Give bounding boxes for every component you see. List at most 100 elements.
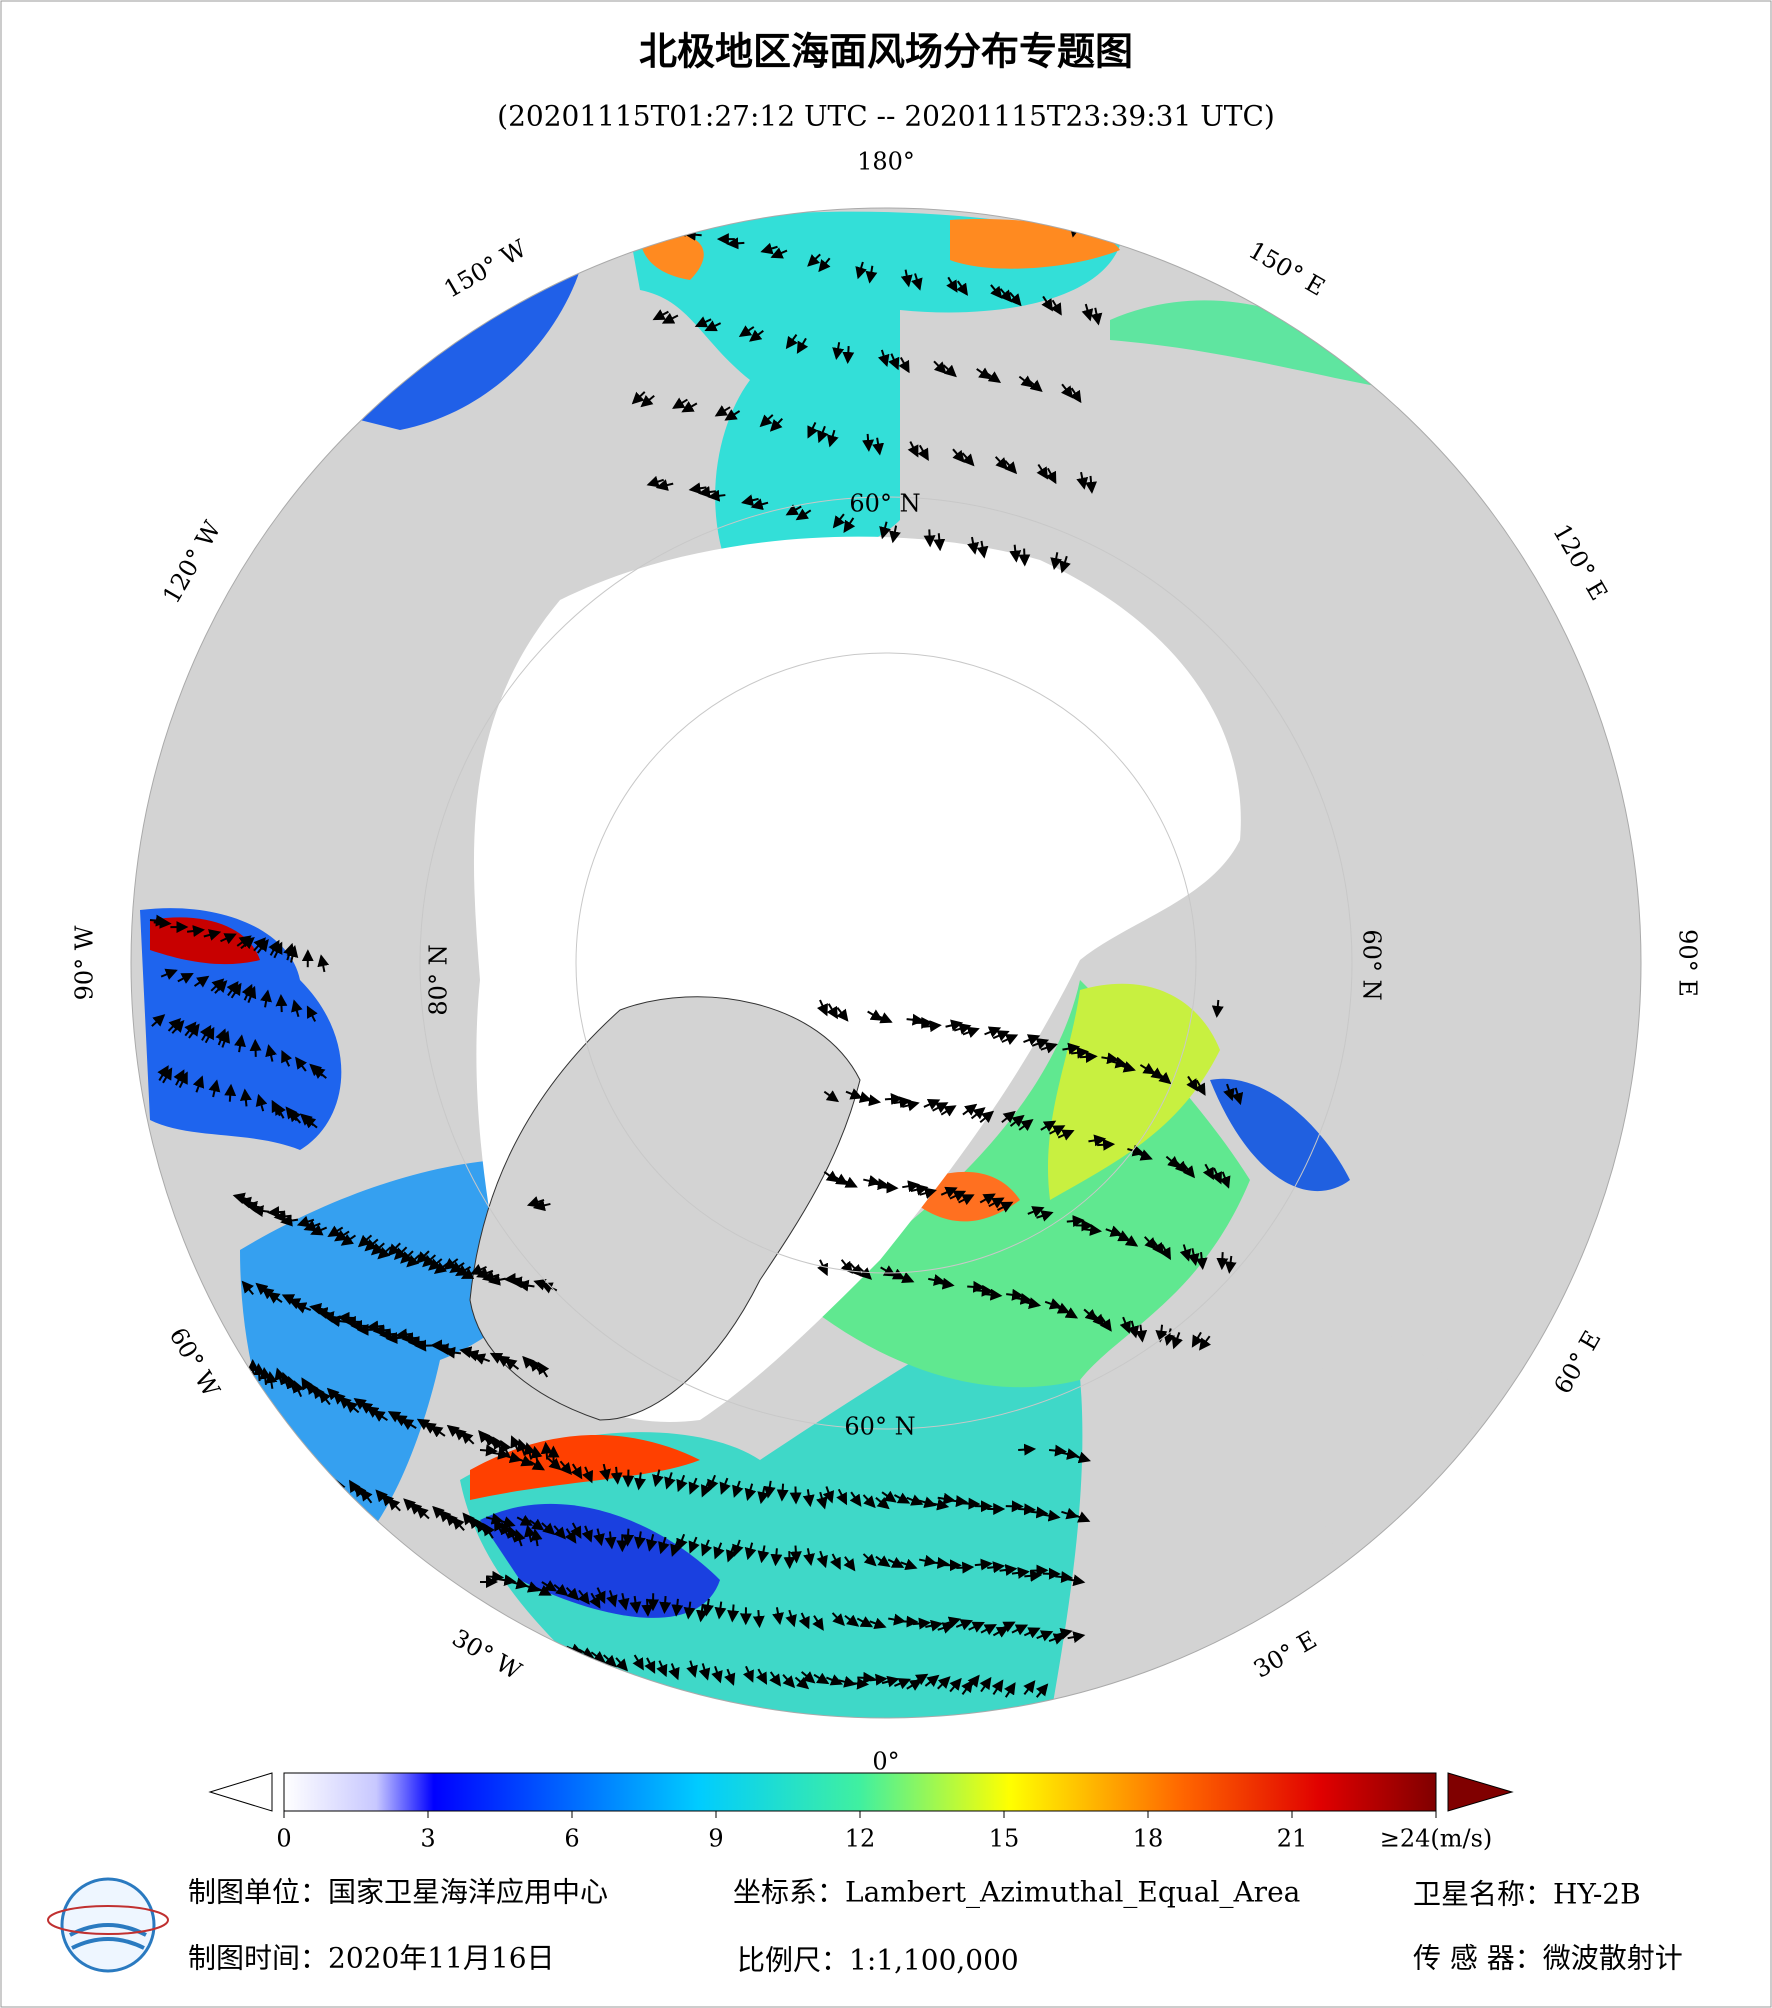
- wind-arrow: [1024, 1569, 1043, 1582]
- wind-arrow: [782, 1674, 796, 1689]
- wind-arrow: [681, 401, 698, 413]
- wind-arrow: [633, 1531, 646, 1550]
- wind-arrow: [707, 489, 726, 502]
- wind-arrow: [956, 1561, 975, 1574]
- wind-arrow: [516, 1514, 534, 1526]
- latitude-label: 60° N: [1358, 929, 1386, 1000]
- wind-arrow: [1097, 1138, 1116, 1151]
- wind-arrow: [1182, 1163, 1196, 1179]
- wind-arrow: [946, 276, 958, 293]
- logo: [47, 1877, 169, 1973]
- wind-arrow: [1122, 1235, 1139, 1247]
- wind-arrow: [214, 980, 228, 994]
- wind-arrow: [377, 1246, 392, 1260]
- wind-arrow: [634, 1472, 647, 1491]
- wind-arrow: [312, 1066, 327, 1079]
- wind-arrow: [955, 1619, 973, 1631]
- wind-arrow: [933, 360, 947, 375]
- wind-arrow: [460, 1268, 478, 1279]
- wind-arrow: [1040, 1120, 1057, 1132]
- wind-arrow: [516, 1455, 534, 1467]
- wind-arrow: [871, 1178, 890, 1191]
- wind-arrow: [713, 1542, 725, 1560]
- wind-arrow: [317, 954, 330, 973]
- wind-arrow: [177, 1071, 188, 1088]
- wind-arrow: [829, 1553, 841, 1570]
- wind-arrow: [1216, 1252, 1229, 1271]
- wind-arrow: [776, 1483, 789, 1502]
- wind-arrow: [894, 1678, 911, 1690]
- wind-arrow: [436, 1343, 455, 1356]
- wind-arrow: [936, 1277, 955, 1290]
- wind-arrow: [816, 1491, 828, 1510]
- wind-arrow: [1211, 999, 1224, 1018]
- wind-arrow: [940, 1186, 958, 1198]
- wind-arrow: [816, 1550, 828, 1569]
- wind-arrow: [1118, 1061, 1136, 1073]
- wind-arrow: [400, 1418, 417, 1431]
- wind-arrow: [617, 1593, 630, 1611]
- wind-arrow: [661, 312, 679, 324]
- wind-arrow: [924, 1674, 940, 1687]
- wind-arrow: [430, 1425, 446, 1438]
- wind-arrow: [530, 1445, 543, 1464]
- wind-arrow: [738, 325, 755, 337]
- wind-arrow: [1040, 1042, 1058, 1054]
- wind-arrow: [1023, 1297, 1042, 1309]
- wind-arrow: [1159, 1244, 1171, 1261]
- latitude-label: 80° N: [425, 944, 453, 1015]
- wind-arrow: [1155, 1324, 1168, 1343]
- wind-arrow: [997, 1201, 1014, 1213]
- colorbar-ticks: 0 3 6 9 12 15 18 21 ≥24(m/s): [276, 1811, 1492, 1853]
- wind-arrow: [836, 1007, 849, 1022]
- wind-arrow: [1223, 1083, 1235, 1102]
- wind-arrow: [991, 1679, 1004, 1695]
- wind-arrow: [532, 1199, 551, 1212]
- wind-arrow: [984, 1026, 1002, 1038]
- wind-arrow: [151, 1014, 166, 1027]
- wind-arrow: [1014, 1293, 1033, 1305]
- wind-arrow: [1084, 1223, 1102, 1236]
- wind-arrow: [1194, 1079, 1206, 1096]
- wind-arrow: [535, 1584, 552, 1596]
- wind-arrow: [265, 1044, 277, 1062]
- wind-arrow: [187, 1023, 200, 1039]
- map-border: [130, 207, 1642, 1719]
- wind-arrow: [912, 1617, 931, 1630]
- wind-arrow: [379, 1328, 398, 1341]
- wind-arrow: [769, 417, 783, 432]
- title: 北极地区海面风场分布专题图: [639, 30, 1133, 74]
- wind-arrow: [590, 1651, 606, 1664]
- wind-arrow: [862, 1494, 876, 1509]
- footer-crs: 坐标系：Lambert_Azimuthal_Equal_Area: [733, 1876, 1300, 1909]
- wind-arrow: [1081, 303, 1094, 322]
- wind-arrow: [1018, 1503, 1037, 1516]
- wind-arrow: [604, 1531, 617, 1550]
- wind-arrow: [976, 540, 989, 559]
- colorbar-tick-label: 21: [1277, 1825, 1308, 1853]
- wind-arrow: [700, 1480, 713, 1498]
- wind-arrow: [559, 1460, 573, 1475]
- wind-arrow: [578, 1647, 595, 1659]
- wind-arrow: [570, 1463, 583, 1480]
- wind-arrow: [565, 1586, 580, 1601]
- wind-arrow: [1157, 1071, 1172, 1085]
- wind-arrow: [1059, 555, 1071, 574]
- wind-arrow: [990, 284, 1003, 299]
- colorbar-tick-label: 12: [845, 1825, 876, 1853]
- wind-arrow: [823, 1090, 840, 1103]
- wind-arrow: [541, 1522, 556, 1536]
- wind-arrow: [656, 1660, 668, 1678]
- wind-arrow: [880, 1181, 899, 1194]
- footer-scale: 比例尺：1:1,100,000: [737, 1944, 1019, 1977]
- wind-arrow: [759, 414, 774, 428]
- wind-arrow: [610, 1466, 623, 1485]
- wind-arrow: [570, 1522, 582, 1539]
- wind-arrow: [295, 1056, 308, 1072]
- wind-arrow: [240, 936, 255, 950]
- wind-arrow: [962, 1026, 980, 1038]
- wind-arrow: [900, 1615, 919, 1628]
- wind-arrow: [1036, 1630, 1054, 1642]
- wind-arrow: [826, 1674, 843, 1686]
- wind-arrow: [888, 353, 900, 371]
